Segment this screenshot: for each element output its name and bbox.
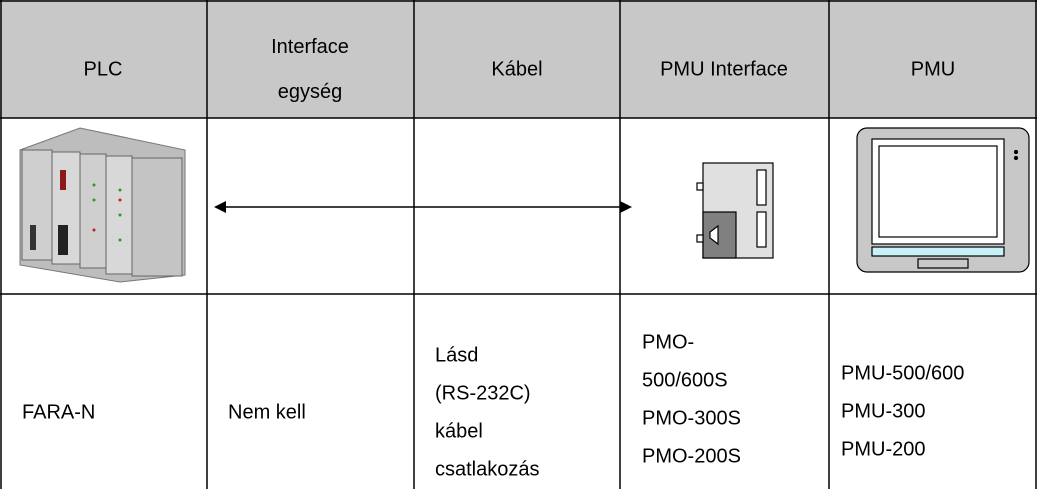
cell-text: PMU-200 (841, 438, 925, 460)
header-text: PLC (84, 58, 123, 80)
plc-icon (19, 127, 186, 283)
cell-text: Nem kell (228, 401, 306, 423)
header-bg (0, 0, 1037, 118)
cell-text: (RS-232C) (435, 382, 531, 404)
pmu-interface-icon (696, 162, 774, 259)
header-text: Kábel (491, 58, 542, 80)
cell-text: csatlakozás (435, 458, 540, 480)
cell-text: kábel (435, 420, 483, 442)
cell-text: PMO-200S (642, 445, 741, 467)
connection-arrow (214, 201, 632, 213)
header-text: PMU Interface (660, 58, 788, 80)
pmu-icon (856, 127, 1030, 273)
cell-text: PMO- (642, 331, 694, 353)
cell-text: 500/600S (642, 369, 728, 391)
cell-text: PMU-300 (841, 400, 925, 422)
cell-text: PMU-500/600 (841, 362, 964, 384)
header-text: PMU (911, 58, 955, 80)
cell-text: FARA-N (22, 401, 95, 423)
cell-text: PMO-300S (642, 407, 741, 429)
header-text: egység (278, 81, 343, 103)
header-text: Interface (271, 36, 349, 58)
cell-text: Lásd (435, 344, 478, 366)
